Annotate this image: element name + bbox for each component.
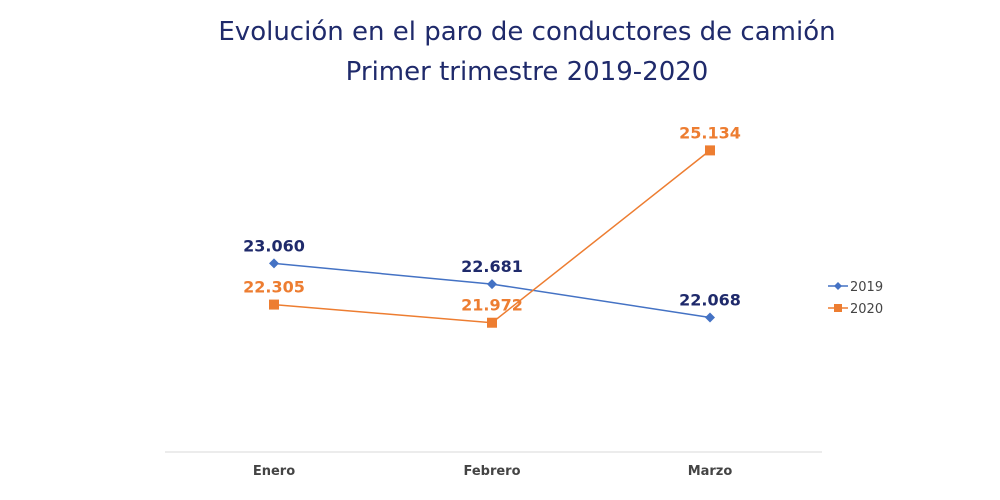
data-label-2019: 22.068 (679, 290, 741, 309)
legend-label-2019: 2019 (850, 280, 883, 295)
data-point-2020 (487, 317, 497, 328)
x-tick-label: Enero (253, 464, 295, 479)
legend-label-2020: 2020 (850, 302, 883, 317)
legend-marker-2020 (834, 304, 842, 312)
legend-marker-2019 (834, 282, 842, 290)
data-label-2020: 25.134 (679, 123, 741, 142)
chart-subtitle: Primer trimestre 2019-2020 (346, 57, 709, 87)
legend-item-2019: 2019 (828, 280, 883, 295)
series-layer: 23.060 22.681 22.068 22.305 21.972 25.134 (243, 123, 741, 328)
x-tick-label: Marzo (688, 464, 733, 479)
data-point-2019 (269, 258, 279, 269)
data-point-2020 (705, 145, 715, 156)
x-axis-ticks: Enero Febrero Marzo (253, 464, 733, 479)
chart-title: Evolución en el paro de conductores de c… (218, 17, 835, 47)
data-point-2019 (487, 279, 497, 290)
data-point-2019 (705, 312, 715, 323)
legend-item-2020: 2020 (828, 302, 883, 317)
data-label-2019: 23.060 (243, 236, 305, 255)
data-label-2020: 22.305 (243, 278, 305, 297)
series-2019: 23.060 22.681 22.068 (243, 236, 741, 323)
series-2020: 22.305 21.972 25.134 (243, 123, 741, 328)
data-label-2020: 21.972 (461, 296, 523, 315)
data-label-2019: 22.681 (461, 257, 523, 276)
x-tick-label: Febrero (463, 464, 520, 479)
legend: 2019 2020 (828, 280, 883, 317)
data-point-2020 (269, 299, 279, 310)
